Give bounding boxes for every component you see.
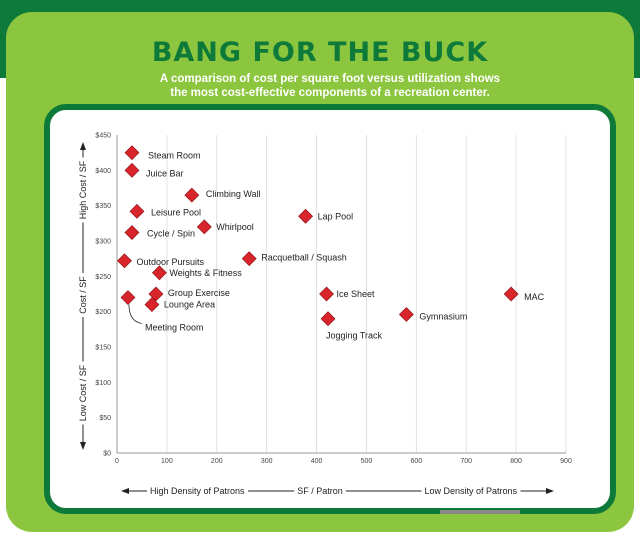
data-point-marker (320, 311, 336, 327)
y-axis-label-bottom: Low Cost / SF (78, 364, 88, 421)
data-point-label: Steam Room (148, 151, 201, 161)
y-tick-label: $100 (95, 380, 111, 387)
data-point-marker (298, 208, 314, 224)
data-point-marker (151, 265, 167, 281)
x-axis-label-center-bg (294, 484, 346, 496)
x-axis-label-left-bg (147, 484, 249, 496)
data-point-label: Leisure Pool (151, 207, 201, 217)
data-point-marker (398, 307, 414, 322)
y-tick-label: $0 (103, 451, 111, 458)
data-point-label: Cycle / Spin (147, 229, 195, 239)
data-point-marker (124, 162, 140, 178)
x-axis-label-right: Low Density of Patrons (424, 486, 517, 496)
data-point-label: Whirlpool (216, 222, 254, 232)
data-point-marker (124, 145, 140, 161)
y-tick-label: $350 (95, 203, 111, 210)
x-axis-arrow-right (546, 488, 554, 494)
data-point-label: Gymnasium (419, 311, 467, 321)
data-point-marker (120, 290, 136, 305)
data-point-label: Lap Pool (318, 211, 354, 221)
x-tick-label: 500 (361, 458, 373, 465)
x-tick-label: 400 (311, 458, 323, 465)
data-point-label: Jogging Track (326, 331, 383, 341)
y-axis-label-bottom-bg (76, 361, 88, 425)
y-tick-label: $200 (95, 309, 111, 316)
data-point-marker (144, 297, 160, 313)
data-point-marker (241, 251, 257, 267)
y-axis-label-center-bg (76, 272, 88, 318)
data-point-marker (196, 219, 212, 235)
data-point-label: Racquetball / Squash (261, 253, 347, 263)
x-tick-label: 100 (161, 458, 173, 465)
x-tick-label: 900 (560, 458, 572, 465)
page-title: BANG FOR THE BUCK (151, 37, 489, 68)
y-tick-label: $250 (95, 274, 111, 281)
page-subtitle: A comparison of cost per square foot ver… (130, 72, 530, 100)
data-point-label: Climbing Wall (206, 189, 261, 199)
data-point-label: Juice Bar (146, 168, 184, 178)
x-tick-label: 0 (115, 458, 119, 465)
y-tick-label: $300 (95, 239, 111, 246)
x-tick-label: 300 (261, 458, 273, 465)
data-point-marker (148, 286, 164, 302)
subtitle-line-1: A comparison of cost per square foot ver… (159, 73, 501, 85)
y-tick-label: $450 (95, 133, 111, 140)
data-point-label: Ice Sheet (337, 289, 376, 299)
y-axis-label-top: High Cost / SF (78, 160, 88, 219)
data-point-label: Outdoor Pursuits (136, 257, 204, 267)
y-tick-label: $400 (95, 168, 111, 175)
chart-frame (44, 104, 616, 514)
x-axis-label-left: High Density of Patrons (150, 486, 245, 496)
data-point-marker (117, 253, 132, 269)
data-point-marker (503, 286, 519, 302)
x-tick-label: 700 (460, 458, 472, 465)
meeting-room-leader (128, 304, 143, 324)
y-axis-label-center: Cost / SF (78, 276, 88, 314)
data-point-label: Meeting Room (145, 323, 204, 333)
x-tick-label: 600 (410, 458, 422, 465)
decorative-underline (440, 510, 520, 514)
x-tick-label: 800 (510, 458, 522, 465)
y-axis-label-top-bg (76, 157, 88, 223)
data-point-marker (319, 286, 334, 302)
data-point-marker (129, 203, 145, 219)
y-tick-label: $50 (99, 415, 111, 422)
data-point-label: Lounge Area (164, 300, 215, 310)
data-point-marker (124, 225, 140, 240)
y-axis-arrow-top (80, 142, 86, 150)
data-point-label: Group Exercise (168, 288, 230, 298)
x-axis-label-center: SF / Patron (297, 486, 343, 496)
x-axis-arrow-left (121, 488, 129, 494)
data-point-label: MAC (524, 292, 545, 302)
x-axis-label-right-bg (421, 484, 521, 496)
y-axis-arrow-bottom (80, 442, 86, 450)
y-tick-label: $150 (95, 345, 111, 352)
data-point-label: Weights & Fitness (169, 268, 242, 278)
data-point-marker (184, 187, 200, 203)
x-tick-label: 200 (211, 458, 223, 465)
subtitle-line-2: the most cost-effective components of a … (170, 87, 490, 99)
